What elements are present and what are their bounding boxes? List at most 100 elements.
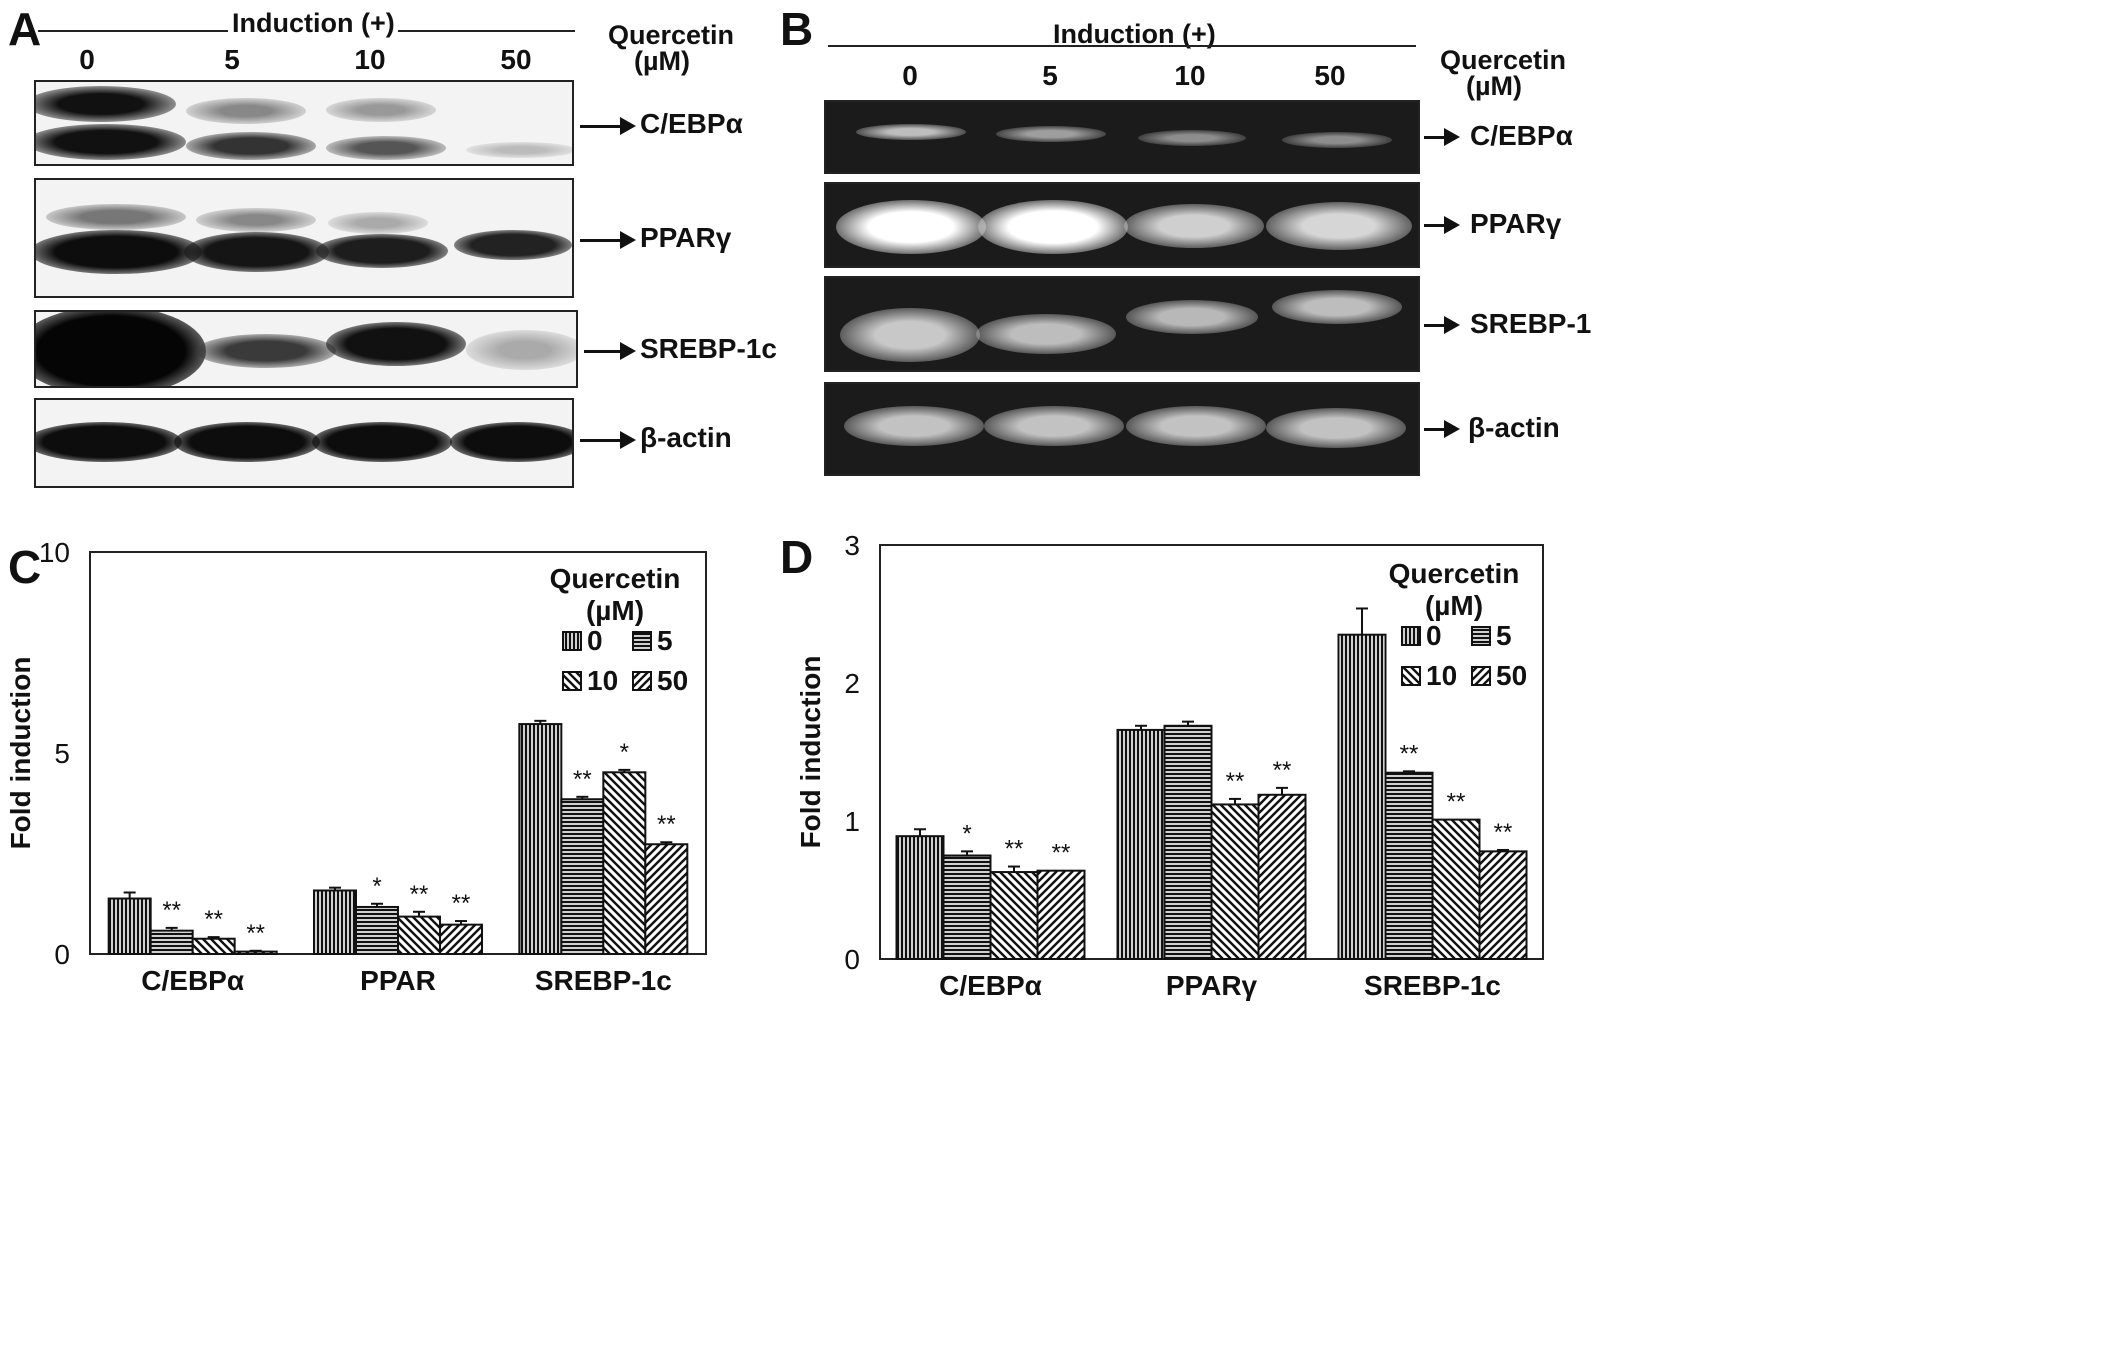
chart-d-bar-0-0 — [895, 835, 945, 960]
chart-c-stars-0-3: ** — [246, 920, 265, 947]
panel-c-letter: C — [8, 541, 42, 593]
chart-c-legend-swatch-3 — [632, 671, 652, 691]
panel-b-lane-5: 5 — [1042, 60, 1058, 91]
panel-a-lane-5: 5 — [224, 44, 240, 75]
panel-a-lane-0: 0 — [79, 44, 95, 75]
panel-b-lane-50: 50 — [1314, 60, 1346, 91]
panel-a-arrow-cebpa — [580, 117, 636, 135]
panel-a-arrow-bactin — [580, 431, 636, 449]
chart-d-stars-0-1: * — [962, 820, 971, 847]
panel-a-induction-line-left — [38, 30, 228, 32]
chart-d-legend-label-2: 10 — [1426, 660, 1457, 691]
chart-d-category-1: PPARγ — [1166, 970, 1258, 1001]
chart-d-bar-0-1 — [942, 854, 992, 960]
panel-a-unit-label: (µM) — [634, 46, 691, 76]
chart-d-bar-2-3 — [1478, 850, 1528, 960]
panel-b-arrow-srebp1 — [1424, 316, 1460, 334]
panel-b-induction-label: Induction (+) — [1053, 19, 1216, 49]
chart-d-legend-swatch-3 — [1471, 666, 1491, 686]
panel-b-label-pparg: PPARγ — [1470, 208, 1562, 239]
panel-a-induction-line-right — [398, 30, 575, 32]
chart-c-stars-0-1: ** — [162, 897, 181, 924]
chart-d-stars-2-2: ** — [1447, 789, 1466, 816]
panel-a-blot-cebpa — [34, 80, 574, 166]
chart-c-ylabel: Fold induction — [5, 657, 36, 850]
chart-d-legend-swatch-1 — [1471, 626, 1491, 646]
chart-d-bar-0-3 — [1036, 869, 1086, 960]
chart-c-legend-label-0: 0 — [587, 625, 603, 656]
panel-b-label-srebp1: SREBP-1 — [1470, 308, 1592, 339]
chart-c-bar-1-0 — [313, 889, 357, 956]
panel-b-unit-label: (µM) — [1466, 71, 1523, 101]
chart-d-ytick-0: 0 — [844, 944, 860, 975]
panel-b-lane-10: 10 — [1174, 60, 1206, 91]
panel-b-gel-bactin — [824, 382, 1420, 476]
chart-c-legend-swatch-0 — [562, 631, 582, 651]
chart-c-category-0: C/EBPα — [141, 965, 244, 996]
chart-c-stars-2-1: ** — [573, 766, 592, 793]
chart-c-legend-label-3: 50 — [657, 665, 688, 696]
panel-b-gel-srebp1 — [824, 276, 1420, 372]
chart-c-stars-1-3: ** — [452, 890, 471, 917]
chart-d-legend-label-1: 5 — [1496, 620, 1512, 651]
chart-d-legend-label-3: 50 — [1496, 660, 1527, 691]
chart-d-ytick-3: 3 — [844, 530, 860, 561]
chart-c-stars-1-1: * — [372, 873, 381, 900]
chart-c-bar-2-1 — [560, 798, 605, 955]
chart-d-stars-0-3: ** — [1052, 840, 1071, 867]
chart-c-ytick-10: 10 — [39, 537, 70, 568]
chart-d-bar-1-2 — [1210, 803, 1260, 960]
chart-c-stars-2-2: * — [620, 739, 629, 766]
chart-c-stars-2-3: ** — [657, 811, 676, 838]
panel-a-induction-label: Induction (+) — [232, 8, 395, 38]
chart-d-legend-title-0: Quercetin — [1389, 558, 1520, 589]
panel-a-blot-pparg — [34, 178, 574, 298]
chart-d-stars-2-1: ** — [1400, 740, 1419, 767]
chart-d-category-0: C/EBPα — [939, 970, 1042, 1001]
chart-d-bar-2-1 — [1384, 771, 1434, 961]
chart-d-bar-0-2 — [989, 871, 1039, 960]
panel-a-letter: A — [8, 3, 42, 55]
panel-d-letter: D — [780, 531, 814, 583]
panel-b-gel-pparg — [824, 182, 1420, 268]
panel-b-letter: B — [780, 3, 814, 55]
chart-c-bar-1-2 — [397, 915, 441, 956]
chart-c-stars-1-2: ** — [410, 881, 429, 908]
panel-b-arrow-cebpa — [1424, 128, 1460, 146]
chart-d-legend-swatch-2 — [1401, 666, 1421, 686]
chart-c-bar-1-3 — [439, 923, 483, 955]
chart-d-bar-1-3 — [1257, 793, 1307, 961]
panel-a-blot-srebp1c — [34, 310, 578, 388]
panel-b-lane-0: 0 — [902, 60, 918, 91]
chart-c-category-1: PPAR — [360, 965, 436, 996]
chart-c-bar-0-3 — [233, 950, 278, 956]
chart-d-ytick-2: 2 — [844, 668, 860, 699]
chart-c-bar-0-0 — [107, 897, 152, 955]
chart-d-bar-2-0 — [1337, 633, 1387, 960]
chart-c-legend-title-0: Quercetin — [550, 563, 681, 594]
panel-b-arrow-bactin — [1424, 420, 1460, 438]
chart-d-legend-label-0: 0 — [1426, 620, 1442, 651]
chart-c-legend-title-1: (µM) — [586, 595, 644, 626]
chart-c-ytick-5: 5 — [54, 738, 70, 769]
panel-a-label-cebpa: C/EBPα — [640, 108, 743, 139]
chart-c-stars-0-2: ** — [204, 906, 223, 933]
chart-d-ylabel: Fold induction — [795, 656, 826, 849]
panel-b-quercetin-label: Quercetin — [1440, 45, 1567, 75]
chart-d-stars-0-2: ** — [1005, 836, 1024, 863]
panel-a-label-srebp1c: SREBP-1c — [640, 333, 777, 364]
panel-b-induction-line — [828, 45, 1416, 47]
panel-a-label-pparg: PPARγ — [640, 222, 732, 253]
chart-d-stars-1-3: ** — [1273, 757, 1292, 784]
chart-c-bar-0-1 — [149, 929, 194, 956]
chart-d-ytick-1: 1 — [844, 806, 860, 837]
chart-c-legend-label-1: 5 — [657, 625, 673, 656]
chart-d-category-2: SREBP-1c — [1364, 970, 1501, 1001]
panel-a-quercetin-label: Quercetin — [608, 20, 735, 50]
panel-a-label-bactin: β-actin — [640, 422, 732, 453]
chart-c-legend-label-2: 10 — [587, 665, 618, 696]
chart-d-bar-1-0 — [1116, 728, 1166, 960]
chart-d-stars-2-3: ** — [1494, 819, 1513, 846]
chart-c-bar-2-0 — [518, 723, 563, 956]
